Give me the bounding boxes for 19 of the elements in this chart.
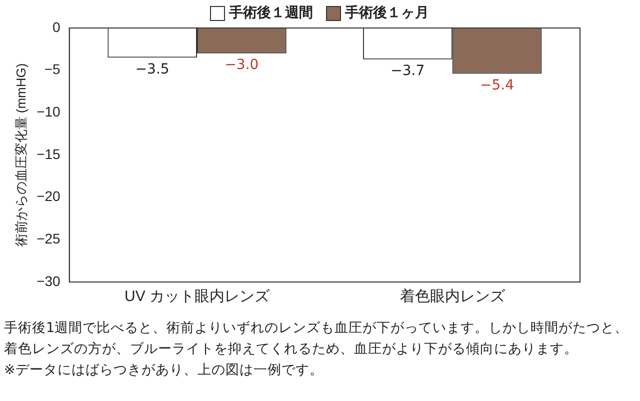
y-tick-label: −30 [36,272,61,289]
x-tick-label: UV カット眼内レンズ [124,288,271,306]
x-tick-label: 着色眼内レンズ [400,288,506,306]
data-label: −3.0 [224,57,259,74]
legend-label: 手術後１週間 [229,4,313,22]
y-tick-label: −5 [44,61,61,78]
y-axis-title: 術前からの血圧変化量 (mmHG) [13,63,28,247]
text: 手術後1週間で比べると、術前よりいずれのレンズも血圧が下がっています。しかし時間がたつと、 [4,319,630,338]
data-label: −3.5 [135,61,170,78]
y-tick-label: 0 [52,18,61,35]
data-label: −5.4 [480,77,514,94]
text: 着色レンズの方が、ブルーライトを抑えてくれるため、血圧がより下がる傾向にあります。 [4,340,579,359]
y-tick-label: −25 [36,230,61,247]
y-tick-label: −15 [36,146,61,162]
text: ※データにはばらつきがあり、上の図は一例です。 [4,361,324,380]
data-label: −3.7 [390,62,425,79]
legend-label: 手術後１ヶ月 [345,4,429,22]
y-tick-label: −20 [36,188,61,204]
y-tick-label: −10 [36,104,61,120]
